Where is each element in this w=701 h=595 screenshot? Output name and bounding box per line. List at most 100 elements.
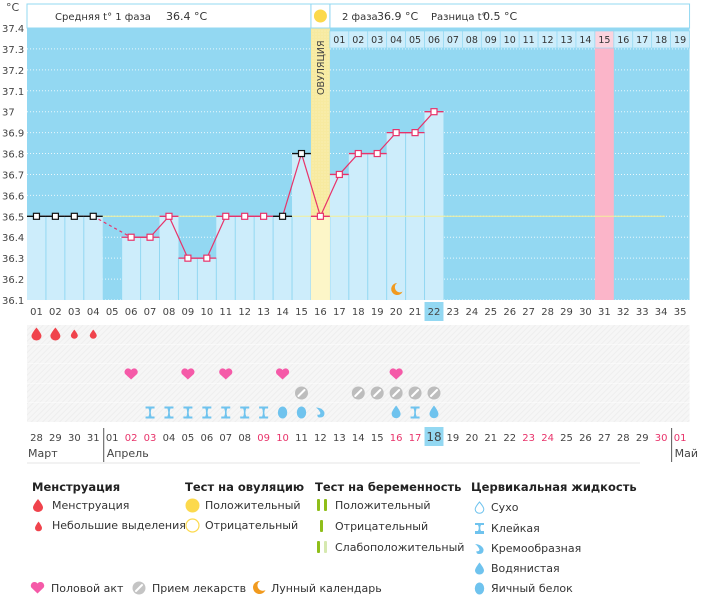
calendar-date: 30 xyxy=(655,433,668,444)
heart-icon xyxy=(124,368,138,380)
calendar-date: 30 xyxy=(68,433,81,444)
temp-point xyxy=(316,212,325,220)
month-label: Апрель xyxy=(107,447,149,460)
temp-point xyxy=(89,212,97,220)
luteal-day-label: 09 xyxy=(485,35,497,46)
temp-bar xyxy=(292,153,311,300)
x-tick-label: 34 xyxy=(655,307,668,318)
phase2-label: 2 фаза xyxy=(342,12,378,23)
phase1-label: Средняя t° 1 фаза xyxy=(55,12,151,23)
legend-label: Кремообразная xyxy=(491,542,582,555)
x-tick-label: 17 xyxy=(333,307,346,318)
calendar-date: 18 xyxy=(426,430,441,444)
temp-bar xyxy=(83,216,103,300)
creamy-icon xyxy=(315,407,325,418)
small-blood-drop-icon xyxy=(35,521,42,532)
temp-bar xyxy=(178,258,198,300)
legend-label: Водянистая xyxy=(491,562,560,575)
heart-icon xyxy=(219,368,233,380)
legend-title: Цервикальная жидкость xyxy=(471,480,637,494)
dry-icon xyxy=(474,501,485,514)
sticky-icon xyxy=(259,406,269,419)
legend-ovulation-test: Тест на овуляцию xyxy=(185,480,304,494)
calendar-date: 13 xyxy=(333,433,346,444)
symptom-row xyxy=(27,364,690,383)
diff-value: 0.5 °C xyxy=(483,10,517,23)
single-line-icon xyxy=(320,520,323,532)
calendar-date: 10 xyxy=(276,433,289,444)
x-tick-label: 26 xyxy=(503,307,516,318)
calendar-date: 26 xyxy=(579,433,592,444)
legend-label: Отрицательный xyxy=(205,519,299,532)
phase2-box xyxy=(329,3,691,29)
small-blood-drop-icon xyxy=(89,329,97,339)
pill-icon-stripe xyxy=(429,389,438,397)
sticky-icon xyxy=(202,406,212,419)
phase2-value: 36.9 °C xyxy=(377,10,418,23)
calendar-date: 21 xyxy=(484,433,497,444)
calendar-date: 19 xyxy=(447,433,460,444)
calendar-today-highlight xyxy=(424,427,444,446)
calendar-date: 09 xyxy=(257,433,270,444)
legend-label: Сухо xyxy=(491,501,519,514)
temp-point xyxy=(278,212,287,220)
x-tick-label: 11 xyxy=(219,307,232,318)
y-tick-label: 36.2 xyxy=(2,275,24,286)
x-tick-label: 08 xyxy=(163,307,176,318)
y-tick-label: 36.9 xyxy=(2,129,24,140)
filled-circle-icon xyxy=(185,498,200,513)
eggwhite-icon xyxy=(474,582,485,595)
luteal-day-label: 03 xyxy=(371,35,383,46)
calendar-date: 11 xyxy=(295,433,308,444)
calendar-date: 25 xyxy=(560,433,573,444)
y-tick-label: 36.8 xyxy=(2,150,24,161)
expected-period-band xyxy=(594,31,614,300)
calendar-date: 14 xyxy=(352,433,365,444)
sticky-icon xyxy=(410,406,420,419)
legend-label: Небольшие выделения xyxy=(52,519,186,532)
temp-line-segment xyxy=(281,153,303,217)
temp-bar xyxy=(121,237,141,300)
luteal-day-cell xyxy=(670,30,690,49)
temp-bar xyxy=(254,216,274,300)
symptom-row xyxy=(27,325,690,344)
legend-label: Слабоположительный xyxy=(335,541,465,554)
phase1-value: 36.4 °C xyxy=(166,10,207,23)
x-tick-label: 33 xyxy=(636,307,649,318)
luteal-day-label: 08 xyxy=(466,35,478,46)
temp-point xyxy=(335,170,343,179)
temp-bar xyxy=(424,111,444,300)
temp-bar xyxy=(235,216,255,300)
y-tick-label: 36.3 xyxy=(2,254,24,265)
x-tick-label: 32 xyxy=(617,307,630,318)
sticky-icon xyxy=(240,406,250,419)
luteal-day-label: 16 xyxy=(617,35,629,46)
calendar-date: 01 xyxy=(106,433,119,444)
calendar-date: 01 xyxy=(674,433,687,444)
luteal-day-label: 05 xyxy=(409,35,421,46)
legend-cervical-fluid: Цервикальная жидкость xyxy=(471,480,637,494)
y-tick-label: 37.3 xyxy=(2,45,24,56)
blood-drop-icon xyxy=(33,499,43,512)
pill-icon-stripe xyxy=(373,389,382,397)
luteal-day-label: 14 xyxy=(579,35,591,46)
legend-label: Прием лекарств xyxy=(152,582,247,595)
moon-icon xyxy=(391,283,403,295)
temp-bar xyxy=(273,216,293,300)
y-tick-label: 36.1 xyxy=(2,296,24,307)
temp-line-segment xyxy=(206,216,227,259)
temp-bar xyxy=(159,216,179,300)
temp-point xyxy=(203,254,211,262)
x-tick-label: 06 xyxy=(125,307,138,318)
calendar-date: 17 xyxy=(409,433,422,444)
x-tick-label: 02 xyxy=(49,307,62,318)
legend-pregnancy-test: Тест на беременность xyxy=(315,480,461,494)
y-tick-label: 36.4 xyxy=(2,233,24,244)
calendar-date: 23 xyxy=(522,433,535,444)
y-tick-label: 36.6 xyxy=(2,191,24,202)
luteal-day-label: 12 xyxy=(542,35,554,46)
calendar-date: 08 xyxy=(238,433,251,444)
watery-icon xyxy=(391,405,401,419)
bbt-chart: ОВУЛЯЦИЯ Средняя t° 1 фаза 36.4 °C 2 фаза… xyxy=(2,1,698,464)
calendar-date: 22 xyxy=(503,433,516,444)
